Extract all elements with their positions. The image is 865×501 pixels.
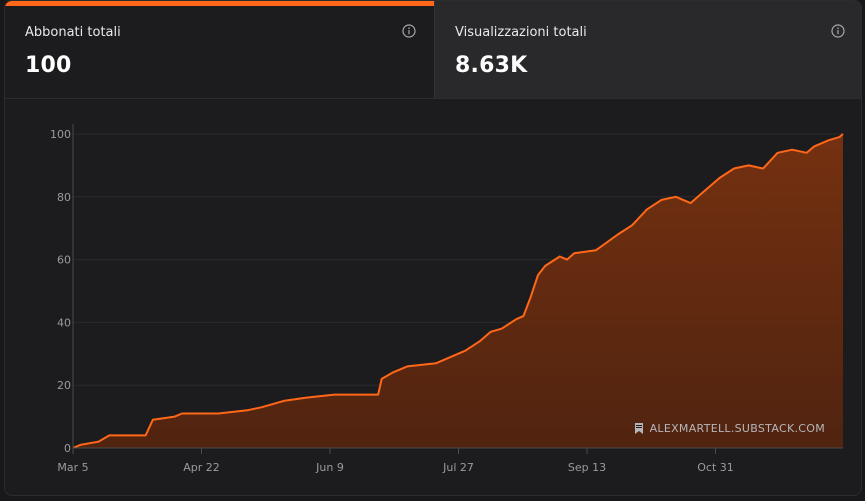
y-tick-label: 60 (57, 254, 71, 267)
x-tick-label: Oct 31 (697, 461, 734, 474)
tab-label: Abbonati totali (25, 25, 121, 40)
tab-value: 100 (25, 53, 72, 78)
tab-total-subscribers[interactable]: Abbonati totali 100 (5, 1, 434, 98)
x-tick-label: Sep 13 (568, 461, 606, 474)
y-tick-label: 40 (57, 316, 71, 329)
x-tick-label: Jul 27 (442, 461, 474, 474)
tab-value: 8.63K (455, 53, 528, 78)
series-line (72, 133, 844, 449)
series-area (73, 134, 843, 448)
tab-label: Visualizzazioni totali (455, 25, 587, 40)
y-tick-label: 100 (50, 128, 71, 141)
info-icon[interactable] (831, 24, 845, 38)
metric-tabs: Abbonati totali 100 Visualizzazioni tota… (5, 1, 861, 99)
x-tick-label: Jun 9 (315, 461, 344, 474)
tab-total-views[interactable]: Visualizzazioni totali 8.63K (434, 1, 861, 98)
x-tick-label: Apr 22 (183, 461, 220, 474)
y-tick-label: 80 (57, 191, 71, 204)
analytics-card: Abbonati totali 100 Visualizzazioni tota… (4, 0, 862, 496)
subscribers-chart: 0 20 40 60 80 100 Mar 5 Apr 22 Jun 9 Jul 27 Sep 13… (50, 124, 844, 474)
watermark-text: ALEXMARTELL.SUBSTACK.COM (649, 422, 825, 435)
bookmark-icon (634, 423, 643, 434)
y-tick-label: 20 (57, 379, 71, 392)
info-icon[interactable] (402, 24, 416, 38)
y-tick-label: 0 (64, 442, 71, 455)
watermark: ALEXMARTELL.SUBSTACK.COM (634, 422, 825, 435)
x-tick-label: Mar 5 (57, 461, 88, 474)
